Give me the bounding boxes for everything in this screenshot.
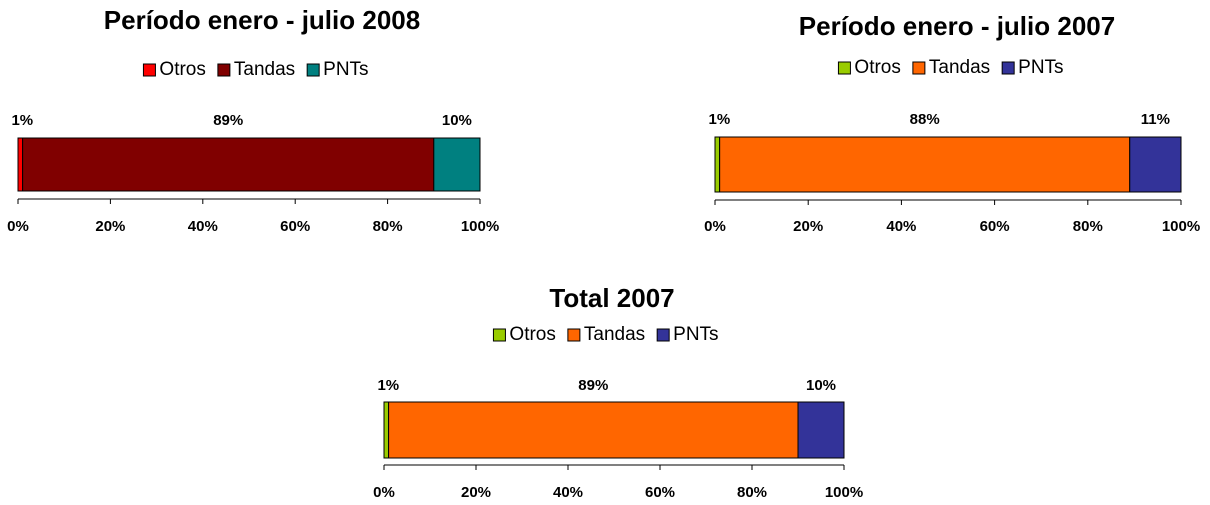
data-label: 89% [578, 377, 608, 394]
legend-label: Tandas [234, 59, 295, 80]
x-tick-label: 0% [704, 218, 726, 235]
x-tick-label: 0% [7, 218, 29, 235]
data-label: 88% [910, 111, 940, 128]
x-tick-label: 0% [373, 484, 395, 501]
chart-title: Período enero - julio 2007 [799, 11, 1115, 41]
legend-swatch [306, 63, 320, 77]
legend-swatch [567, 328, 581, 342]
bar-segment [383, 401, 390, 459]
x-tick-label: 80% [737, 484, 767, 501]
legend-swatch [142, 63, 156, 77]
x-tick-label: 20% [95, 218, 125, 235]
x-tick-label: 100% [1162, 218, 1200, 235]
chart-title: Período enero - julio 2008 [104, 5, 420, 35]
legend-label: Tandas [929, 57, 990, 78]
chart-title: Total 2007 [549, 283, 674, 313]
data-label: 89% [213, 112, 243, 129]
legend-swatch [492, 328, 506, 342]
bar-segment [388, 401, 799, 459]
bar-segment [714, 136, 721, 193]
x-tick-label: 40% [886, 218, 916, 235]
data-label: 10% [442, 112, 472, 129]
legend-swatch [656, 328, 670, 342]
bar-segment [433, 137, 481, 192]
legend-swatch [912, 61, 926, 75]
x-tick-label: 20% [793, 218, 823, 235]
x-tick-label: 60% [645, 484, 675, 501]
legend-label: Tandas [584, 324, 645, 345]
data-label: 10% [806, 377, 836, 394]
legend-swatch [217, 63, 231, 77]
bar-segment [17, 137, 24, 192]
data-label: 1% [708, 111, 730, 128]
bar-segment [719, 136, 1131, 193]
x-tick-label: 100% [461, 218, 499, 235]
bar-segment [22, 137, 435, 192]
x-tick-label: 80% [373, 218, 403, 235]
x-tick-label: 20% [461, 484, 491, 501]
x-tick-label: 40% [188, 218, 218, 235]
legend-label: Otros [159, 59, 205, 80]
x-tick-label: 60% [280, 218, 310, 235]
x-tick-label: 40% [553, 484, 583, 501]
x-tick-label: 100% [825, 484, 863, 501]
data-label: 1% [11, 112, 33, 129]
bar-segment [797, 401, 845, 459]
x-tick-label: 80% [1073, 218, 1103, 235]
legend-label: PNTs [323, 59, 368, 80]
legend-label: PNTs [673, 324, 718, 345]
data-label: 11% [1141, 111, 1170, 128]
data-label: 1% [377, 377, 399, 394]
legend-label: Otros [854, 57, 900, 78]
legend-label: Otros [509, 324, 555, 345]
legend-swatch [1001, 61, 1015, 75]
legend-swatch [837, 61, 851, 75]
legend-label: PNTs [1018, 57, 1063, 78]
x-tick-label: 60% [980, 218, 1010, 235]
bar-segment [1129, 136, 1182, 193]
